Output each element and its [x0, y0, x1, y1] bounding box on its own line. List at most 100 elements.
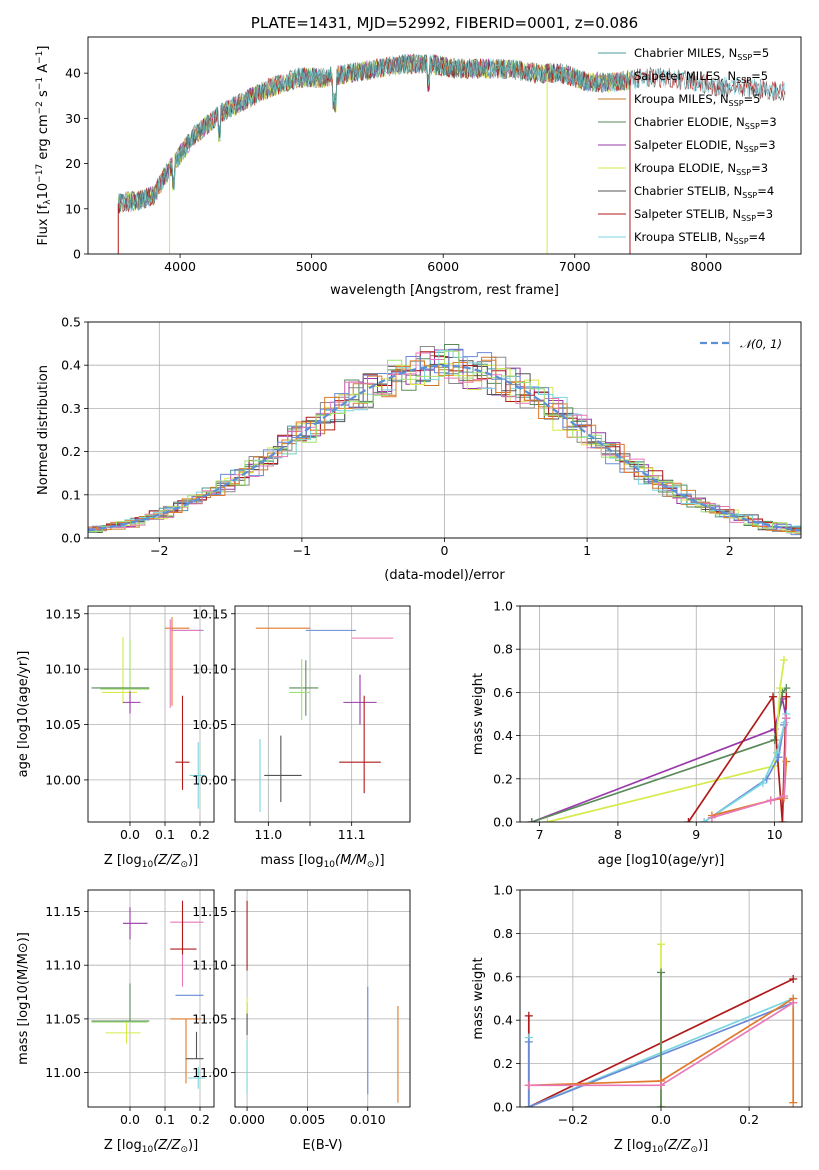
spectrum-line-chabrier_miles: [118, 54, 630, 213]
axes-frame: [234, 889, 411, 1108]
axes-frame: [234, 605, 411, 823]
legend-entry: Salpeter MILES, NSSP=5: [634, 69, 768, 85]
error-bars: [91, 900, 206, 1089]
y-tick-label: 20: [65, 156, 81, 171]
y-tick-label: 0.3: [61, 401, 81, 416]
y-tick-label: 11.05: [192, 1011, 228, 1026]
legend-entry: Salpeter STELIB, NSSP=3: [634, 207, 773, 223]
x-axis-label: age [log10(age/yr)]: [598, 853, 725, 868]
x-axis-label: mass [log10(M/M⊙)]: [260, 853, 384, 870]
y-tick-label: 0.4: [61, 358, 81, 373]
y-tick-label: 0.4: [493, 728, 513, 743]
y-tick-label: 0.6: [493, 685, 513, 700]
x-tick-label: 0.0: [651, 1112, 671, 1127]
x-axis-label: Z [log10(Z/Z⊙)]: [614, 1138, 708, 1155]
legend-entry: Chabrier STELIB, NSSP=4: [634, 184, 774, 200]
y-tick-label: 1.0: [493, 883, 513, 898]
error-bars: [91, 617, 206, 809]
axes-frame: [519, 889, 803, 1108]
x-tick-label: −1: [293, 543, 311, 558]
y-tick-label: 10.00: [192, 772, 228, 787]
weight-series-blue: [527, 1002, 794, 1107]
x-axis-label: wavelength [Angstrom, rest frame]: [330, 283, 559, 298]
x-tick-label: 2: [726, 543, 734, 558]
weight-series-salpeter_elodie: [531, 698, 788, 822]
x-tick-label: 0: [441, 543, 449, 558]
y-tick-label: 40: [65, 66, 81, 81]
axes-frame: [519, 605, 803, 823]
y-tick-label: 10: [65, 201, 81, 216]
weight-series-pink: [711, 718, 788, 819]
y-tick-label: 0.1: [61, 487, 81, 502]
x-tick-label: 7000: [559, 259, 591, 274]
x-tick-label: 7: [536, 827, 544, 842]
x-tick-label: 0.2: [739, 1112, 759, 1127]
age_vs_mass-panel: 11.0 11.1 10.00 10.05 10.10 10.15 mass [log10(…: [192, 605, 411, 870]
y-tick-label: 10.05: [45, 717, 81, 732]
mass_vs_Z-panel: 0.0 0.1 0.2 11.00 11.05 11.10 11.15 Z [log10(Z/…: [16, 889, 215, 1155]
x-tick-label: −2: [150, 543, 168, 558]
axes-frame: [87, 889, 215, 1108]
histogram-lightgreen: [88, 350, 801, 534]
y-tick-label: 11.10: [192, 958, 228, 973]
spectrum-lines: [117, 53, 786, 254]
chart-title: PLATE=1431, MJD=52992, FIBERID=0001, z=0…: [251, 14, 638, 32]
spectrum-panel: 4000 5000 6000 7000 8000 0 10 20 30 40 PLATE=1431,…: [35, 14, 802, 298]
legend-entry: 𝒩(0, 1): [740, 337, 782, 351]
legend-entry: Chabrier ELODIE, NSSP=3: [634, 115, 777, 131]
legend: Chabrier MILES, NSSP=5 Salpeter MILES, NS…: [598, 46, 777, 246]
weight-lines: [524, 940, 798, 1107]
legend-entry: Salpeter ELODIE, NSSP=3: [634, 138, 776, 154]
y-tick-label: 10.10: [192, 662, 228, 677]
y-tick-label: 0.6: [493, 969, 513, 984]
x-tick-label: 10: [767, 827, 783, 842]
axes-frame: [87, 605, 215, 823]
x-tick-label: 0.000: [229, 1112, 265, 1127]
x-tick-label: 0.0: [120, 827, 140, 842]
weight-series-salpeter_stelib: [687, 694, 788, 822]
x-tick-label: 8: [614, 827, 622, 842]
x-tick-label: 6000: [427, 259, 459, 274]
y-tick-label: 11.10: [45, 958, 81, 973]
legend-entry: Chabrier MILES, NSSP=5: [634, 46, 769, 62]
y-tick-label: 1.0: [493, 599, 513, 614]
y-tick-label: 0.2: [493, 771, 513, 786]
error-bars: [255, 627, 394, 813]
histograms: [88, 344, 801, 536]
x-tick-label: 11.0: [254, 827, 282, 842]
residual-panel: −2 −1 0 1 2 0.0 0.1 0.2 0.3 0.4 0.5 (data-model)/er…: [36, 315, 802, 583]
x-axis-label: Z [log10(Z/Z⊙)]: [104, 853, 198, 870]
y-tick-label: 0.4: [493, 1013, 513, 1028]
x-tick-label: 0.1: [155, 1112, 175, 1127]
x-tick-label: 0.0: [120, 1112, 140, 1127]
x-tick-label: 0.005: [290, 1112, 326, 1127]
legend-entry: Kroupa ELODIE, NSSP=3: [634, 161, 768, 177]
x-tick-label: 5000: [296, 259, 328, 274]
axes-frame: [87, 36, 802, 255]
legend-entry: Kroupa MILES, NSSP=5: [634, 92, 760, 108]
x-tick-label: 8000: [690, 259, 722, 274]
y-tick-label: 11.00: [192, 1065, 228, 1080]
y-tick-label: 11.15: [45, 904, 81, 919]
weight-series-chabrier_elodie: [531, 687, 787, 822]
y-tick-label: 0: [73, 247, 81, 262]
weight-series-orange: [528, 996, 795, 1103]
normal-curve: [88, 364, 801, 532]
y-tick-label: 10.10: [45, 662, 81, 677]
y-tick-label: 11.00: [45, 1065, 81, 1080]
mass_vs_ebv-panel: 0.000 0.005 0.010 11.00 11.05 11.10 11.15 E(B-V…: [192, 889, 411, 1153]
y-tick-label: 11.05: [45, 1011, 81, 1026]
histogram-kroupa_elodie: [88, 363, 801, 535]
x-axis-label: (data-model)/error: [384, 568, 505, 583]
x-tick-label: 0.1: [155, 827, 175, 842]
weight-lines: [527, 656, 791, 822]
y-axis-label: Flux [fλ10−17 erg cm−2 s−1 A−1]: [35, 46, 53, 246]
y-tick-label: 10.15: [45, 606, 81, 621]
error-bars: [246, 900, 399, 1103]
y-tick-label: 0.2: [493, 1056, 513, 1071]
y-axis-label: age [log10(age/yr)]: [16, 651, 31, 778]
axes-frame: [87, 321, 802, 539]
y-tick-label: 30: [65, 111, 81, 126]
x-axis-label: E(B-V): [302, 1138, 342, 1153]
